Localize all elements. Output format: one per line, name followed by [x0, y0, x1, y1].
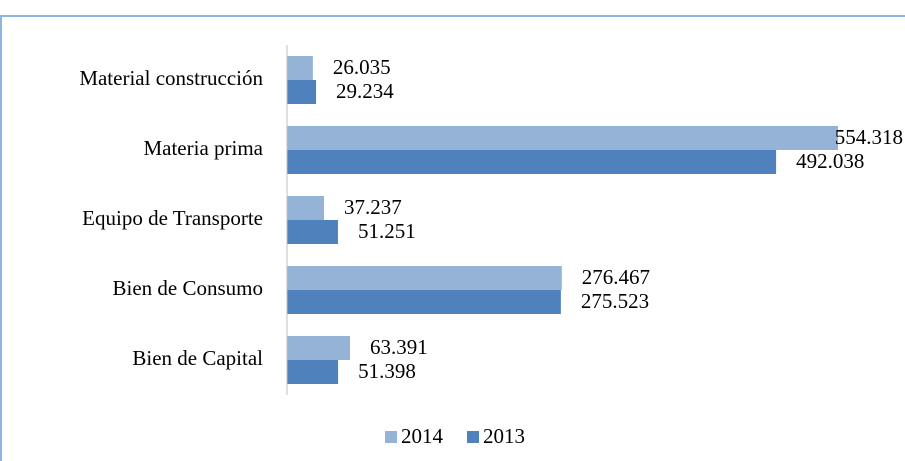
- bar: [287, 290, 561, 314]
- value-label: 275.523: [581, 289, 649, 313]
- bar: [287, 220, 338, 244]
- bar: [287, 150, 777, 174]
- value-label: 37.237: [344, 195, 402, 219]
- legend-label: 2013: [483, 424, 525, 448]
- bar: [287, 266, 562, 290]
- bar: [287, 196, 325, 220]
- y-tick-label: Equipo de Transporte: [82, 206, 263, 230]
- value-label: 554.318: [835, 125, 903, 149]
- value-label: 26.035: [333, 55, 391, 79]
- legend-swatch: [385, 431, 397, 443]
- legend-swatch: [467, 431, 479, 443]
- y-tick-label: Bien de Capital: [132, 346, 263, 370]
- value-label: 63.391: [370, 335, 428, 359]
- value-label: 51.398: [358, 359, 416, 383]
- legend-label: 2014: [401, 424, 444, 448]
- bar: [287, 336, 351, 360]
- value-label: 29.234: [336, 79, 394, 103]
- bar: [287, 56, 313, 80]
- y-tick-label: Materia prima: [143, 136, 263, 160]
- value-label: 276.467: [582, 265, 650, 289]
- value-label: 492.038: [796, 149, 864, 173]
- value-label: 51.251: [358, 219, 416, 243]
- bar: [287, 126, 838, 150]
- y-tick-label: Material construcción: [79, 66, 263, 90]
- bar: [287, 80, 317, 104]
- frame: [0, 15, 905, 461]
- y-tick-label: Bien de Consumo: [113, 276, 264, 300]
- bar: [287, 360, 339, 384]
